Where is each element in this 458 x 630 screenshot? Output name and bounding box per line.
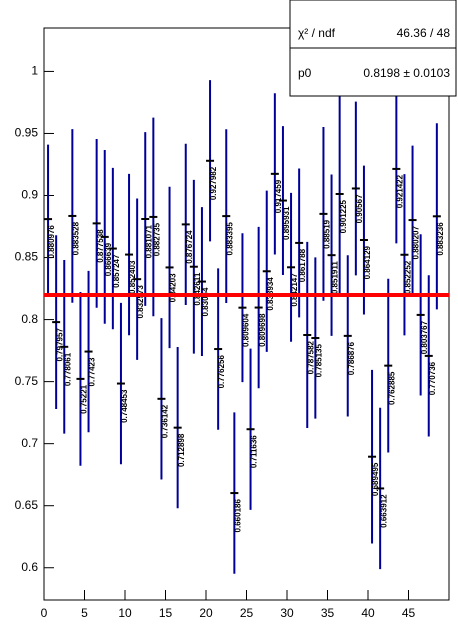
- value-label: 0.785135: [314, 343, 323, 377]
- value-label: 0.776256: [217, 355, 226, 389]
- y-tick-label: 0.9: [21, 188, 38, 202]
- value-label: 0.883395: [225, 222, 234, 256]
- value-label: 0.663912: [379, 494, 388, 528]
- stats-label: χ² / ndf: [298, 26, 336, 40]
- y-tick-label: 0.95: [15, 126, 39, 140]
- value-label: 0.77423: [88, 357, 97, 386]
- value-label: 0.881071: [144, 224, 153, 258]
- value-label: 0.778061: [63, 352, 72, 386]
- y-tick-label: 0.65: [15, 498, 39, 512]
- value-label: 0.84203: [169, 273, 178, 302]
- value-label: 0.883528: [71, 221, 80, 255]
- value-label: 0.809604: [242, 313, 251, 347]
- x-tick-label: 35: [321, 606, 335, 620]
- value-label: 0.797957: [55, 328, 64, 362]
- y-tick-label: 0.85: [15, 250, 39, 264]
- value-label: 0.880976: [47, 225, 56, 259]
- x-tick-label: 10: [118, 606, 132, 620]
- value-label: 0.689495: [371, 462, 380, 496]
- value-label: 0.864129: [363, 245, 372, 279]
- value-label: 0.88519: [323, 219, 332, 248]
- value-label: 0.842611: [193, 272, 202, 305]
- x-tick-label: 15: [159, 606, 173, 620]
- value-label: 0.866639: [104, 242, 113, 276]
- x-tick-label: 40: [361, 606, 375, 620]
- value-label: 0.660186: [233, 499, 242, 533]
- value-label: 0.748453: [120, 389, 129, 423]
- value-label: 0.770736: [428, 361, 437, 395]
- x-tick-label: 0: [41, 606, 48, 620]
- value-label: 0.883236: [436, 222, 445, 256]
- x-tick-label: 25: [240, 606, 254, 620]
- value-label: 0.861788: [298, 248, 307, 282]
- value-label: 0.90567: [355, 194, 364, 223]
- x-tick-label: 30: [280, 606, 294, 620]
- value-label: 0.711636: [250, 435, 259, 468]
- x-tick-label: 20: [199, 606, 213, 620]
- y-tick-label: 0.6: [21, 560, 38, 574]
- y-tick-label: 0.8: [21, 312, 38, 326]
- value-label: 0.851911: [331, 261, 340, 294]
- stats-value: 0.8198 ± 0.0103: [363, 66, 450, 80]
- value-label: 0.917459: [274, 179, 283, 213]
- value-label: 0.832573: [136, 285, 145, 319]
- value-label: 0.880207: [412, 226, 421, 260]
- value-label: 0.927982: [209, 166, 218, 200]
- stats-value: 46.36 / 48: [397, 26, 451, 40]
- value-label: 0.852403: [128, 260, 137, 294]
- y-tick-label: 0.75: [15, 374, 39, 388]
- x-tick-label: 45: [402, 606, 416, 620]
- value-label: 0.762885: [387, 371, 396, 405]
- value-label: 0.712898: [177, 433, 186, 467]
- value-label: 0.876724: [185, 230, 194, 264]
- y-tick-label: 1: [31, 64, 38, 78]
- value-label: 0.877538: [96, 229, 105, 263]
- value-label: 0.787582: [306, 340, 315, 374]
- value-label: 0.75221: [80, 384, 89, 413]
- value-label: 0.809698: [258, 313, 267, 347]
- value-label: 0.901225: [339, 199, 348, 233]
- value-label: 0.921422: [395, 174, 404, 208]
- y-tick-label: 0.7: [21, 436, 38, 450]
- value-label: 0.786876: [347, 341, 356, 375]
- x-tick-label: 5: [81, 606, 88, 620]
- value-label: 0.803767: [420, 320, 429, 354]
- value-label: 0.842147: [290, 273, 299, 307]
- value-label: 0.857247: [112, 254, 121, 288]
- value-label: 0.83064: [201, 287, 210, 316]
- stats-label: p0: [298, 66, 312, 80]
- value-label: 0.852252: [404, 260, 413, 294]
- value-label: 0.736142: [161, 404, 170, 438]
- value-label: 0.895931: [282, 206, 291, 240]
- value-label: 0.882735: [152, 222, 161, 256]
